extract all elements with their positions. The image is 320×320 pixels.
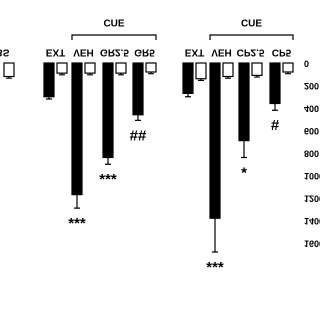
bar (132, 62, 144, 116)
error-bar (254, 75, 260, 78)
y-tick-label: 600 (304, 126, 319, 136)
error-bar (46, 96, 52, 100)
error-bar (198, 78, 204, 82)
bracket (71, 34, 157, 40)
category-label: EXT (46, 46, 65, 57)
y-tick-label: 1200 (304, 194, 320, 204)
error-bar (185, 93, 191, 98)
bar (115, 62, 127, 74)
bar (3, 62, 15, 78)
error-bar (105, 157, 111, 165)
bar (282, 62, 294, 73)
bar (84, 62, 96, 74)
category-label: EXT (185, 46, 204, 57)
bar (182, 62, 194, 94)
error-bar (6, 76, 12, 79)
error-bar (135, 114, 141, 121)
y-tick-label: 1000 (304, 171, 320, 181)
significance: ## (130, 127, 147, 144)
error-bar (241, 140, 247, 159)
bar (195, 62, 207, 80)
error-bar (87, 73, 93, 76)
error-bar (285, 72, 291, 75)
bar (209, 62, 221, 219)
error-bar (74, 194, 80, 209)
y-tick-label: 800 (304, 149, 319, 159)
y-tick-label: 200 (304, 81, 319, 91)
y-tick-label: 1600 (304, 239, 320, 249)
error-bar (212, 218, 218, 253)
bar (56, 62, 68, 74)
category-label: CP5 (272, 46, 292, 57)
y-tick-label: 0 (304, 59, 309, 69)
category-label: GR5 (134, 46, 155, 57)
error-bar (225, 76, 231, 79)
category-label: VEH (73, 46, 94, 57)
error-bar (148, 72, 154, 75)
significance: * (241, 164, 247, 181)
significance: *** (68, 215, 86, 232)
category-label: BS (0, 46, 10, 57)
bar (145, 62, 157, 73)
error-bar (118, 73, 124, 76)
y-tick-label: 400 (304, 104, 319, 114)
error-bar (59, 73, 65, 76)
bracket (209, 34, 294, 40)
bar (222, 62, 234, 78)
bar (71, 62, 83, 196)
bar (238, 62, 250, 142)
bracket-label: CUE (241, 19, 262, 30)
bar (43, 62, 55, 98)
bracket-label: CUE (103, 19, 124, 30)
category-label: VEH (211, 46, 232, 57)
y-tick-label: 1400 (304, 216, 320, 226)
significance: *** (99, 171, 117, 188)
significance: *** (206, 259, 224, 276)
bar (251, 62, 263, 76)
significance: # (271, 117, 280, 134)
error-bar (272, 103, 278, 111)
category-label: GR2.5 (100, 46, 129, 57)
category-label: CP2.5 (237, 46, 265, 57)
bar (102, 62, 114, 159)
bar (269, 62, 281, 105)
